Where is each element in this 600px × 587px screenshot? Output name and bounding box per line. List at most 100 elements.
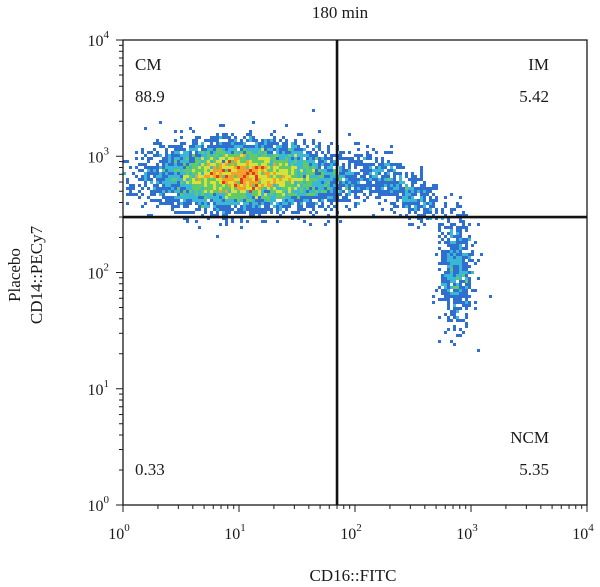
event-dot [285,148,288,151]
event-dot [258,154,261,157]
event-dot [243,169,246,172]
event-dot [204,172,207,175]
event-dot [471,253,474,256]
event-dot [357,163,360,166]
event-dot [171,169,174,172]
event-dot [345,175,348,178]
event-dot [291,181,294,184]
event-dot [249,145,252,148]
event-dot [276,190,279,193]
event-dot [444,313,447,316]
event-dot [243,175,246,178]
event-dot [300,187,303,190]
event-dot [423,199,426,202]
event-dot [270,190,273,193]
event-dot [258,142,261,145]
event-dot [165,169,168,172]
event-dot [147,178,150,181]
event-dot [255,166,258,169]
event-dot [348,178,351,181]
event-dot [261,151,264,154]
event-dot [291,166,294,169]
event-dot [333,163,336,166]
event-dot [198,199,201,202]
event-dot [264,199,267,202]
event-dot [309,178,312,181]
event-dot [270,172,273,175]
event-dot [216,142,219,145]
event-dot [315,196,318,199]
event-dot [414,205,417,208]
event-dot [417,208,420,211]
event-dot [270,148,273,151]
event-dot [447,283,450,286]
event-dot [315,157,318,160]
event-dot [255,211,258,214]
event-dot [186,157,189,160]
event-dot [294,160,297,163]
event-dot [204,160,207,163]
event-dot [402,190,405,193]
event-dot [345,193,348,196]
event-dot [201,214,204,217]
event-dot [465,316,468,319]
event-dot [381,181,384,184]
event-dot [408,208,411,211]
event-dot [342,181,345,184]
event-dot [297,160,300,163]
event-dot [444,241,447,244]
event-dot [138,169,141,172]
event-dot [246,193,249,196]
event-dot [417,187,420,190]
event-dot [375,178,378,181]
event-dot [312,193,315,196]
event-dot [372,169,375,172]
event-dot [348,133,351,136]
event-dot [228,136,231,139]
event-dot [312,163,315,166]
event-dot [369,178,372,181]
event-dot [228,148,231,151]
event-dot [156,175,159,178]
event-dot [207,172,210,175]
event-dot [474,301,477,304]
event-dot [447,226,450,229]
event-dot [207,145,210,148]
event-dot [186,163,189,166]
event-dot [447,328,450,331]
event-dot [387,178,390,181]
event-dot [243,160,246,163]
event-dot [129,193,132,196]
event-dot [300,196,303,199]
event-dot [375,151,378,154]
event-dot [186,166,189,169]
event-dot [270,199,273,202]
event-dot [435,196,438,199]
event-dot [231,202,234,205]
event-dot [288,199,291,202]
event-dot [465,226,468,229]
event-dot [174,157,177,160]
event-dot [243,157,246,160]
event-dot [255,142,258,145]
event-dot [162,166,165,169]
event-dot [426,211,429,214]
event-dot [429,202,432,205]
event-dot [228,163,231,166]
event-dot [249,214,252,217]
event-dot [201,142,204,145]
event-dot [327,190,330,193]
event-dot [180,160,183,163]
event-dot [387,193,390,196]
event-dot [291,202,294,205]
event-dot [141,187,144,190]
event-dot [234,193,237,196]
event-dot [303,196,306,199]
event-dot [270,208,273,211]
event-dot [234,145,237,148]
event-dot [309,151,312,154]
event-dot [279,181,282,184]
event-dot [360,169,363,172]
event-dot [378,196,381,199]
event-dot [465,262,468,265]
